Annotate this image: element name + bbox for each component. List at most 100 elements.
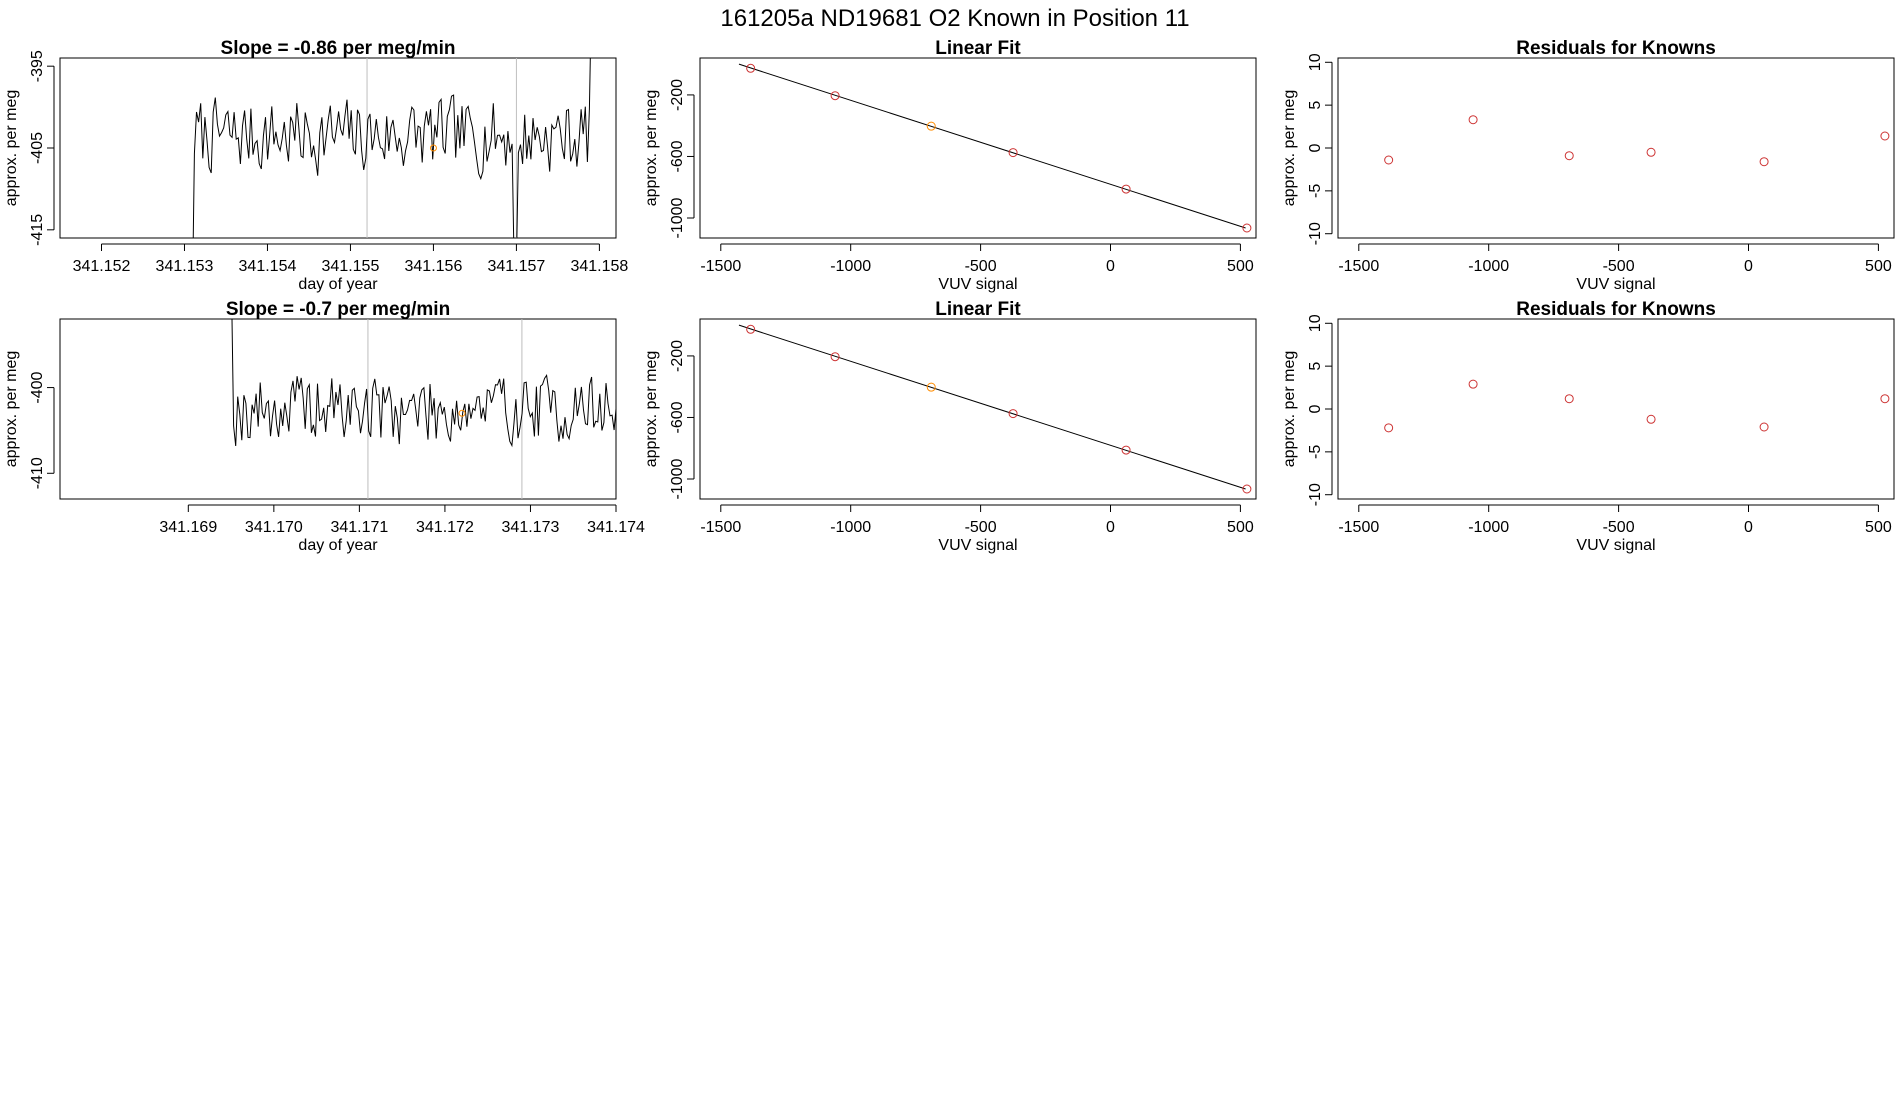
y-axis-label: approx. per meg <box>3 90 20 207</box>
plot-frame <box>59 318 617 500</box>
x-tick-label: 500 <box>1227 519 1254 536</box>
data-trace-line <box>192 58 591 238</box>
data-point <box>830 91 840 101</box>
x-tick-label: 341.158 <box>570 258 628 275</box>
data-point <box>1242 223 1252 233</box>
plot-area <box>1384 115 1890 167</box>
y-tick-label: -5 <box>1307 445 1324 459</box>
data-point <box>746 63 756 73</box>
y-axis-label: approx. per meg <box>643 90 660 207</box>
data-point <box>830 352 840 362</box>
y-tick-label: -200 <box>669 79 686 111</box>
highlight-point <box>458 409 466 417</box>
data-point <box>1008 409 1018 419</box>
x-tick-label: -1500 <box>1338 519 1379 536</box>
chart-panel-5: Linear Fit -1500 -1000 -500 0 500 VUV signal -1… <box>643 299 1257 554</box>
x-tick-label: 341.153 <box>156 258 214 275</box>
y-tick-label: -395 <box>29 50 46 82</box>
y-tick-label: -400 <box>29 371 46 403</box>
chart-panel-3: Residuals for Knowns -1500 -1000 -500 0 500 VU… <box>1281 38 1895 293</box>
plot-area <box>1384 379 1890 433</box>
plot-area <box>231 319 616 499</box>
x-tick-label: 341.152 <box>73 258 131 275</box>
data-point <box>926 382 936 392</box>
plot-frame <box>1337 318 1895 500</box>
plot-frame <box>699 57 1257 239</box>
chart-title: Residuals for Knowns <box>1516 38 1716 59</box>
y-tick-label: -405 <box>29 132 46 164</box>
data-point <box>1384 155 1394 165</box>
x-axis-label: VUV signal <box>938 537 1017 554</box>
data-point <box>1121 445 1131 455</box>
x-tick-label: 500 <box>1865 519 1892 536</box>
plot-area <box>738 324 1252 494</box>
x-tick-label: -1500 <box>700 519 741 536</box>
chart-title: Slope = -0.7 per meg/min <box>226 299 450 320</box>
data-point <box>1564 394 1574 404</box>
x-tick-label: 341.154 <box>239 258 297 275</box>
y-tick-label: -200 <box>669 340 686 372</box>
y-tick-label: 5 <box>1307 101 1324 110</box>
y-axis-label: approx. per meg <box>1281 351 1298 468</box>
x-tick-label: 341.156 <box>405 258 463 275</box>
x-tick-label: -500 <box>965 258 997 275</box>
y-tick-label: -600 <box>669 140 686 172</box>
data-point <box>1008 148 1018 158</box>
data-point <box>1646 147 1656 157</box>
fit-line <box>738 324 1246 490</box>
x-axis-label: day of year <box>298 537 378 554</box>
plot-frame <box>699 318 1257 500</box>
data-point <box>1880 131 1890 141</box>
x-tick-label: 341.171 <box>330 519 388 536</box>
x-tick-label: 0 <box>1106 519 1115 536</box>
chart-title: Linear Fit <box>935 38 1021 59</box>
plot-frame <box>1337 57 1895 239</box>
y-tick-label: 0 <box>1307 143 1324 152</box>
x-axis-label: VUV signal <box>1576 276 1655 293</box>
chart-title: Linear Fit <box>935 299 1021 320</box>
y-tick-label: -410 <box>29 457 46 489</box>
x-tick-label: 500 <box>1865 258 1892 275</box>
y-tick-label: -10 <box>1307 222 1324 245</box>
y-tick-label: 0 <box>1307 404 1324 413</box>
y-tick-label: 10 <box>1307 314 1324 332</box>
x-axis-label: VUV signal <box>938 276 1017 293</box>
data-trace-line <box>231 319 616 448</box>
y-tick-label: -415 <box>29 214 46 246</box>
x-tick-label: -1000 <box>1468 519 1509 536</box>
data-point <box>1759 422 1769 432</box>
y-tick-label: -10 <box>1307 483 1324 506</box>
x-tick-label: 341.169 <box>159 519 217 536</box>
x-tick-label: 500 <box>1227 258 1254 275</box>
x-tick-label: 0 <box>1744 519 1753 536</box>
x-axis-label: VUV signal <box>1576 537 1655 554</box>
x-tick-label: -1000 <box>830 519 871 536</box>
y-axis-label: approx. per meg <box>3 351 20 468</box>
y-tick-label: -600 <box>669 401 686 433</box>
y-tick-label: -1000 <box>669 197 686 238</box>
plot-area <box>738 63 1252 233</box>
chart-title: Residuals for Knowns <box>1516 299 1716 320</box>
data-point <box>1384 423 1394 433</box>
chart-title: Slope = -0.86 per meg/min <box>221 38 456 59</box>
x-tick-label: -1000 <box>830 258 871 275</box>
x-tick-label: -500 <box>1603 519 1635 536</box>
x-tick-label: 341.173 <box>502 519 560 536</box>
x-tick-label: -1500 <box>700 258 741 275</box>
page-title: 161205a ND19681 O2 Known in Position 11 <box>720 5 1189 32</box>
data-point <box>1242 484 1252 494</box>
x-tick-label: 341.155 <box>322 258 380 275</box>
highlight-point <box>429 144 437 152</box>
x-tick-label: -500 <box>965 519 997 536</box>
y-tick-label: -5 <box>1307 184 1324 198</box>
chart-panel-6: Residuals for Knowns -1500 -1000 -500 0 500 VU… <box>1281 299 1895 554</box>
fit-line <box>738 63 1246 229</box>
y-tick-label: -1000 <box>669 458 686 499</box>
x-tick-label: 341.172 <box>416 519 474 536</box>
chart-panel-1: Slope = -0.86 per meg/min 341.152 341.153 3… <box>3 38 628 293</box>
x-tick-label: 341.170 <box>245 519 303 536</box>
x-tick-label: 0 <box>1744 258 1753 275</box>
chart-panel-4: Slope = -0.7 per meg/min 341.169 341.170 34… <box>3 299 645 554</box>
x-tick-label: 341.174 <box>587 519 645 536</box>
